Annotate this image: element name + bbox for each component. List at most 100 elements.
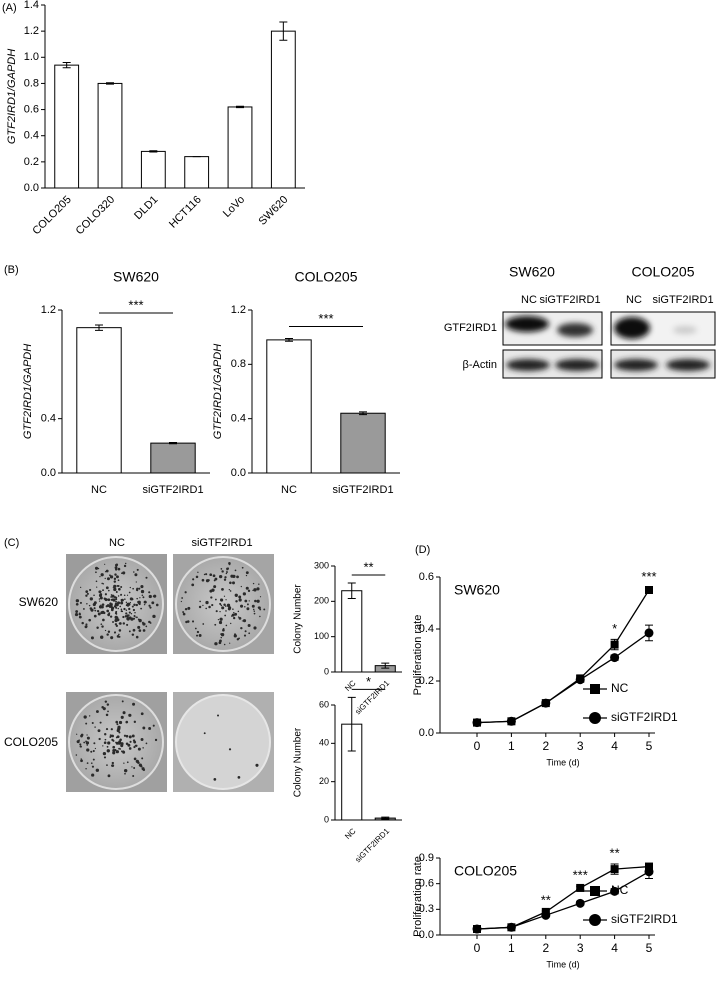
colony-dot [96, 586, 98, 588]
colony-dot [126, 614, 130, 617]
colony-dot [129, 601, 132, 604]
colony-dot [76, 733, 78, 735]
colony-dot [94, 726, 96, 728]
y-tick-label: 1.0 [24, 51, 39, 63]
blot-lane: siGTF2IRD1 [539, 294, 600, 306]
colony-dot [191, 583, 195, 587]
colony-dot [149, 622, 152, 624]
colony-dot [107, 710, 109, 713]
colony-dot [137, 761, 140, 764]
colony-dot [121, 598, 124, 602]
colony-dot [220, 568, 223, 570]
colony-dot [110, 728, 113, 731]
colony-dot [111, 764, 115, 767]
colony-dot [95, 571, 97, 574]
colony-dot [140, 589, 145, 594]
colony-dot [88, 715, 91, 717]
colony-dot [115, 591, 118, 594]
colony-dot [128, 607, 131, 611]
colony-dot [102, 752, 107, 756]
colony-dot [107, 598, 111, 602]
colony-dot [232, 608, 234, 610]
panel-label: (D) [415, 544, 430, 556]
y-tick-label: 0 [324, 814, 329, 824]
x-tick-label: NC [343, 826, 358, 841]
x-tick-label: 2 [542, 941, 549, 955]
colony-dot [219, 617, 223, 621]
data-point [610, 653, 620, 663]
data-point [610, 886, 620, 896]
y-tick-label: 0.0 [419, 929, 434, 941]
data-point [472, 718, 482, 728]
colony-dot [226, 570, 228, 573]
colony-dot [106, 609, 110, 613]
colony-dot [116, 584, 119, 587]
colony-dot [238, 595, 242, 599]
colony-dot [123, 607, 126, 611]
colony-dot [100, 611, 104, 615]
colony-plates: NC siGTF2IRD1 SW620 COLO205 [4, 537, 274, 792]
colony-dot [114, 566, 118, 570]
colony-dot [152, 724, 155, 727]
x-tick-label: NC [281, 484, 297, 496]
colony-dot [102, 611, 106, 615]
colony-dot [106, 749, 110, 753]
colony-dot [123, 762, 125, 764]
y-tick-label: 0.2 [24, 156, 39, 168]
colony-dot [97, 729, 101, 733]
colony-dot [75, 602, 79, 606]
colony-dot [116, 616, 119, 619]
colony-dot [96, 626, 99, 630]
colony-dot [115, 602, 118, 605]
colony-dot [140, 712, 144, 716]
colony-dot [224, 576, 227, 579]
bar [266, 339, 312, 474]
colony-row: COLO205 [4, 735, 58, 749]
panel-label: (C) [4, 537, 19, 549]
y-tick-label: 0.2 [419, 675, 434, 687]
colony-dot [90, 762, 93, 764]
colony-dot [86, 734, 88, 736]
colony-dot [92, 758, 95, 761]
colony-dot [83, 715, 87, 719]
error-bar [236, 105, 244, 109]
colony-dot [129, 586, 132, 589]
x-tick-label: 4 [611, 739, 618, 753]
colony-dot [85, 741, 90, 745]
plate [175, 694, 271, 790]
colony-dot [114, 605, 116, 607]
x-tick-label: COLO205 [30, 194, 74, 238]
colony-dot [214, 623, 217, 626]
colony-dot [103, 741, 107, 745]
blot-lane: siGTF2IRD1 [652, 294, 713, 306]
colony-dot [118, 747, 121, 750]
colony-dot [115, 598, 118, 601]
colony-dot [140, 585, 144, 589]
colony-dot [106, 745, 109, 748]
colony-dot [234, 612, 238, 616]
data-point [575, 675, 585, 685]
colony-dot [93, 594, 95, 597]
y-tick-label: 1.2 [41, 304, 56, 316]
colony-dot [79, 601, 82, 604]
y-tick-label: 0.0 [231, 467, 246, 479]
colony-dot [93, 742, 96, 745]
error-bar [381, 662, 390, 669]
colony-dot [115, 596, 118, 599]
colony-dot [118, 629, 122, 632]
colony-dot [234, 633, 236, 635]
colony-dot [194, 627, 197, 630]
data-point [644, 867, 654, 877]
colony-dot [219, 603, 222, 606]
colony-dot [137, 747, 141, 751]
colony-dot [119, 605, 122, 608]
colony-dot [259, 608, 262, 611]
colony-dot [120, 585, 123, 589]
colony-dot [138, 629, 142, 632]
colony-dot [93, 607, 96, 610]
x-tick-label: 1 [508, 941, 515, 955]
bar [54, 64, 80, 189]
colony-dot [248, 632, 251, 635]
colony-dot [233, 611, 235, 614]
colony-dot [208, 605, 211, 609]
